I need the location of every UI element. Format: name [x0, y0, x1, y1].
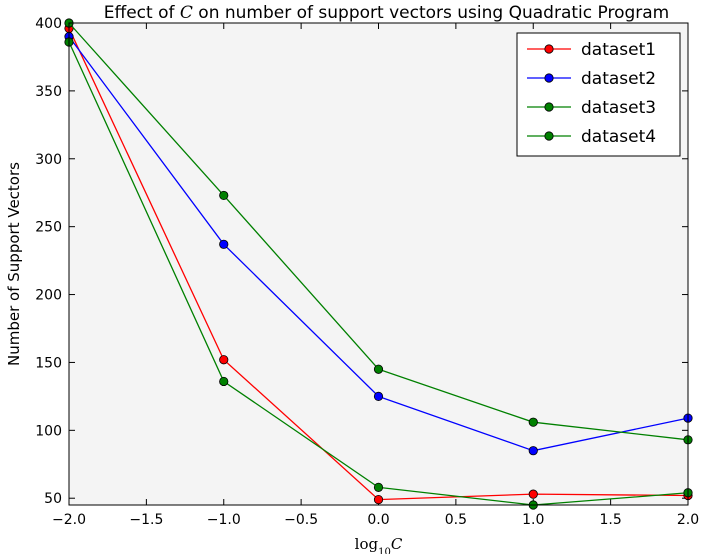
y-tick-label: 350: [35, 84, 62, 100]
legend-marker: [544, 102, 554, 112]
x-axis-label-variable: C: [391, 535, 403, 553]
legend-item-dataset1: dataset1: [527, 40, 656, 60]
y-tick-label: 300: [35, 152, 62, 168]
series-group: [64, 18, 693, 510]
x-tick-label: −2.0: [52, 512, 86, 528]
x-tick-label: −1.0: [207, 512, 241, 528]
legend-marker: [544, 73, 554, 83]
y-axis-ticks: 50 100 150 200 250 300 350 400: [35, 16, 688, 507]
y-tick-label: 250: [35, 220, 62, 236]
series-dataset4: [64, 18, 693, 445]
data-point: [528, 417, 538, 427]
data-point: [373, 494, 384, 505]
data-point: [219, 239, 229, 249]
plot-frame: [68, 22, 689, 506]
x-tick-label: 1.5: [599, 512, 621, 528]
y-tick-label: 400: [35, 16, 62, 32]
data-point: [528, 446, 538, 456]
x-axis-label-log: log: [355, 535, 379, 553]
data-point: [373, 482, 384, 492]
legend: dataset1 dataset2 dataset3 dataset4: [516, 32, 681, 157]
data-point: [219, 355, 229, 365]
y-tick-label: 100: [35, 423, 62, 439]
legend-marker: [544, 131, 554, 141]
data-point: [219, 376, 229, 387]
chart-title-suffix: on number of support vectors using Quadr…: [193, 3, 669, 23]
legend-item-dataset2: dataset2: [527, 69, 656, 89]
chart-title: Effect of C on number of support vectors…: [104, 3, 669, 23]
x-tick-label: 1.0: [522, 512, 544, 528]
data-point: [373, 391, 384, 401]
data-point: [373, 364, 384, 374]
series-dataset3: [64, 37, 693, 510]
y-tick-label: 200: [35, 288, 62, 304]
chart-title-variable: C: [180, 3, 193, 23]
x-axis-label-subscript: 10: [378, 547, 391, 554]
legend-label: dataset4: [581, 127, 656, 147]
x-axis-ticks: −2.0 −1.5 −1.0 −0.5 0.0 0.5 1.0 1.5 2.0: [52, 23, 699, 528]
x-tick-label: 0.0: [367, 512, 389, 528]
y-axis-label: Number of Support Vectors: [5, 162, 23, 366]
y-tick-label: 150: [35, 355, 62, 371]
x-tick-label: −0.5: [284, 512, 318, 528]
legend-label: dataset3: [581, 98, 656, 118]
x-axis-label: log10C: [355, 535, 403, 554]
data-point: [219, 190, 229, 201]
data-point: [528, 489, 538, 499]
x-tick-label: 2.0: [677, 512, 699, 528]
chart-title-prefix: Effect of: [104, 3, 180, 23]
x-tick-label: −1.5: [129, 512, 163, 528]
x-tick-label: 0.5: [445, 512, 467, 528]
legend-item-dataset4: dataset4: [527, 127, 656, 147]
legend-label: dataset2: [581, 69, 656, 89]
legend-label: dataset1: [581, 40, 656, 60]
legend-marker: [544, 44, 554, 54]
y-tick-label: 50: [44, 491, 62, 507]
legend-item-dataset3: dataset3: [527, 98, 656, 118]
